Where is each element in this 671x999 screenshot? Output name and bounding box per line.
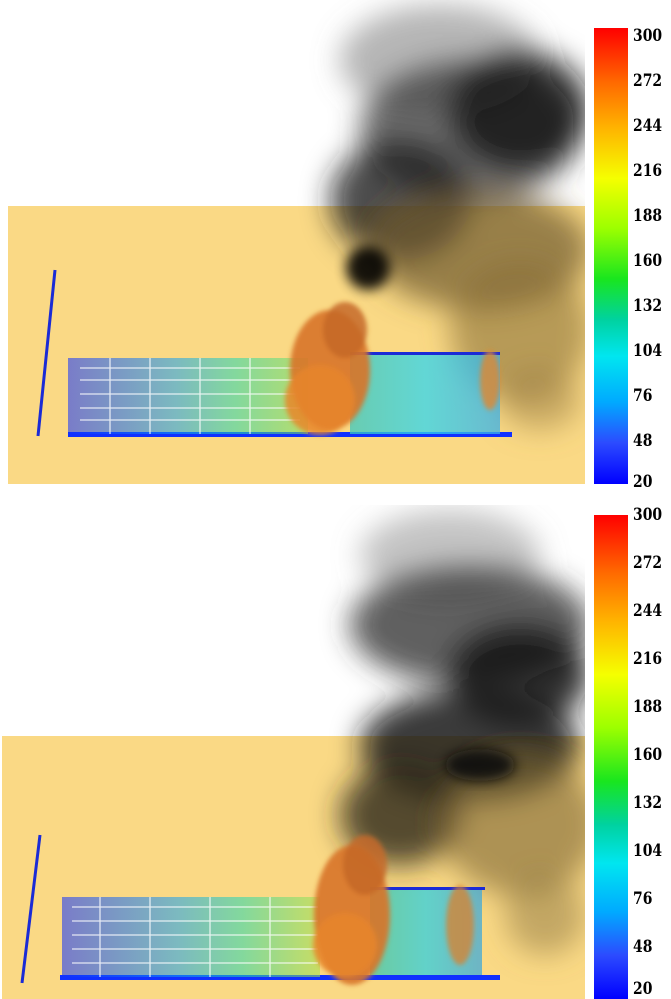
sprinkler-pipe (20, 834, 42, 984)
tick-label: 272 (633, 71, 663, 91)
fire-simulation-graphic (2, 510, 585, 999)
tick-label: 132 (633, 296, 663, 316)
smoke-plume (340, 510, 585, 955)
particle-dots (72, 897, 318, 977)
tick-label: 244 (633, 116, 663, 136)
tick-label: 188 (633, 206, 663, 226)
sprinkler-pipe (36, 269, 57, 437)
tick-label: 244 (633, 601, 663, 621)
simulation-panel-bottom: 300 272 244 216 188 160 132 104 76 48 20 (0, 505, 671, 999)
rack-particles (62, 897, 320, 977)
tick-label: 132 (633, 793, 663, 813)
rack-top-beam-right (350, 352, 500, 355)
rack-bottom-beam (68, 432, 512, 437)
tick-label: 48 (633, 431, 653, 451)
colorbar-tick-labels: 300 272 244 216 188 160 132 104 76 48 20 (633, 505, 671, 999)
colorbar-tick-labels: 300 272 244 216 188 160 132 104 76 48 20 (633, 0, 671, 494)
tick-label: 300 (633, 505, 663, 525)
tick-label: 300 (633, 26, 663, 46)
flame (313, 835, 474, 985)
fire-simulation-graphic (8, 5, 585, 484)
hot-zone-cyan (350, 354, 500, 434)
rack-top-beam-right (370, 887, 485, 890)
temperature-colorbar (594, 28, 628, 484)
fire-simulation-scene (0, 0, 585, 494)
tick-label: 20 (633, 472, 653, 492)
tick-label: 48 (633, 937, 653, 957)
tick-label: 188 (633, 697, 663, 717)
tick-label: 20 (633, 979, 653, 999)
tick-label: 104 (633, 341, 663, 361)
tick-label: 160 (633, 251, 663, 271)
simulation-panel-top: 300 272 244 216 188 160 132 104 76 48 20 (0, 0, 671, 494)
rack-bottom-beam (60, 975, 500, 980)
smoke-core (346, 246, 390, 290)
rack-particles (68, 358, 308, 434)
temperature-colorbar (594, 515, 628, 999)
flame (285, 302, 500, 435)
particle-dots (80, 358, 300, 434)
tick-label: 76 (633, 889, 653, 909)
tick-label: 272 (633, 553, 663, 573)
smoke-core (445, 749, 515, 781)
tick-label: 160 (633, 745, 663, 765)
fire-simulation-scene (0, 505, 585, 999)
tick-label: 216 (633, 161, 663, 181)
tick-label: 76 (633, 386, 653, 406)
tick-label: 104 (633, 841, 663, 861)
tick-label: 216 (633, 649, 663, 669)
